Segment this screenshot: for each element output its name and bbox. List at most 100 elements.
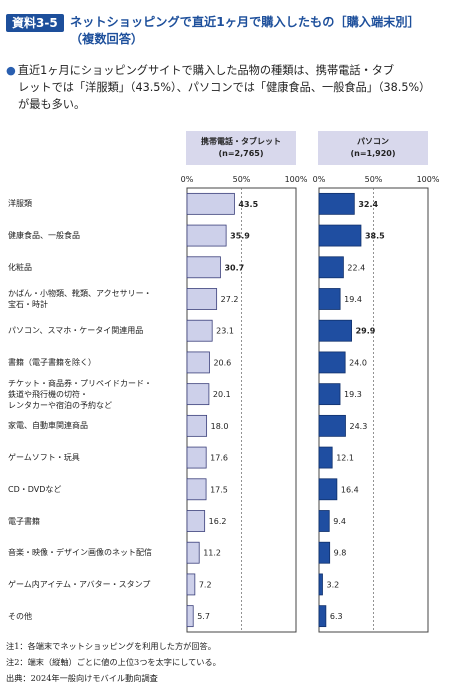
x-tick-label: 0% bbox=[313, 175, 326, 184]
bar bbox=[186, 446, 207, 469]
category-label-line: 音楽・映像・デザイン画像のネット配信 bbox=[8, 548, 152, 558]
category-label-line: その他 bbox=[8, 611, 32, 621]
category-label-line: CD・DVDなど bbox=[8, 484, 62, 494]
data-label: 43.5 bbox=[238, 200, 258, 209]
bar bbox=[186, 510, 206, 532]
category-label-line: 化粧品 bbox=[8, 262, 32, 272]
data-label: 20.1 bbox=[213, 390, 231, 399]
bar bbox=[186, 224, 227, 247]
bar bbox=[318, 446, 333, 469]
category-label-line: ゲームソフト・玩具 bbox=[8, 453, 80, 463]
category-label-line: チケット・商品券・プリペイドカード・ bbox=[8, 378, 152, 388]
bar bbox=[318, 478, 338, 501]
bar bbox=[186, 383, 210, 406]
data-label: 23.1 bbox=[216, 327, 234, 336]
category-label: かばん・小物類、靴類、アクセサリー・ 宝石・時計 bbox=[8, 288, 188, 310]
bar bbox=[318, 573, 323, 596]
pc-series-name: パソコン bbox=[357, 137, 389, 146]
bar bbox=[186, 288, 218, 310]
data-label: 16.4 bbox=[341, 485, 359, 494]
category-label: パソコン、スマホ・ケータイ関連用品 bbox=[8, 325, 188, 336]
category-label: 家電、自動車関連商品 bbox=[8, 420, 188, 431]
category-label-line: 鉄道や飛行機の切符・ bbox=[8, 389, 88, 399]
category-label-line: パソコン、スマホ・ケータイ関連用品 bbox=[8, 326, 144, 336]
data-label: 29.9 bbox=[356, 327, 376, 336]
bullet-icon: ● bbox=[6, 64, 16, 77]
bar bbox=[186, 478, 207, 501]
mobile-series-n: (n=2,765) bbox=[218, 149, 264, 158]
category-label: 化粧品 bbox=[8, 262, 188, 273]
data-label: 3.2 bbox=[326, 580, 339, 589]
data-label: 19.4 bbox=[344, 295, 362, 304]
category-label: チケット・商品券・プリペイドカード・ 鉄道や飛行機の切符・ レンタカーや宿泊の予約な… bbox=[8, 378, 188, 411]
data-label: 7.2 bbox=[199, 580, 212, 589]
category-label-line: レンタカーや宿泊の予約など bbox=[8, 400, 112, 410]
pc-series-header: パソコン (n=1,920) bbox=[318, 131, 428, 165]
data-label: 32.4 bbox=[358, 200, 378, 209]
data-label: 11.2 bbox=[203, 549, 221, 558]
pc-series-n: (n=1,920) bbox=[350, 149, 396, 158]
chart-title-line2: （複数回答） bbox=[70, 32, 144, 46]
bar bbox=[318, 319, 352, 342]
data-label: 18.0 bbox=[211, 422, 229, 431]
data-label: 19.3 bbox=[344, 390, 362, 399]
notes: 注1：各端末でネットショッピングを利用した方が回答。 注2：端末（縦軸）ごとに値… bbox=[6, 638, 221, 686]
category-label: 洋服類 bbox=[8, 198, 188, 209]
bar bbox=[318, 510, 330, 532]
data-label: 17.5 bbox=[210, 485, 228, 494]
data-label: 22.4 bbox=[347, 263, 365, 272]
data-label: 38.5 bbox=[365, 232, 385, 241]
bar bbox=[318, 414, 346, 437]
category-label-line: かばん・小物類、靴類、アクセサリー・ bbox=[8, 289, 152, 298]
data-label: 30.7 bbox=[224, 263, 244, 272]
category-label: 電子書籍 bbox=[8, 516, 188, 527]
mobile-series-header: 携帯電話・タブレット (n=2,765) bbox=[186, 131, 296, 165]
note-2: 注2：端末（縦軸）ごとに値の上位3つを太字にしている。 bbox=[6, 657, 221, 667]
bar bbox=[318, 192, 355, 215]
x-tick-label: 100% bbox=[285, 175, 308, 184]
bar bbox=[318, 351, 346, 374]
bar bbox=[318, 224, 362, 247]
summary-line2: レットでは「洋服類」（43.5%）、パソコンでは「健康食品、一般食品」（38.5… bbox=[18, 81, 431, 94]
mobile-series-name: 携帯電話・タブレット bbox=[201, 137, 281, 146]
data-label: 5.7 bbox=[197, 612, 210, 621]
summary-line1-text: 直近1ヶ月にショッピングサイトで購入した品物の種類は、携帯電話・タブ bbox=[17, 64, 395, 77]
category-label: 健康食品、一般食品 bbox=[8, 230, 188, 241]
data-label: 16.2 bbox=[209, 517, 227, 526]
bar bbox=[186, 192, 235, 215]
data-label: 35.9 bbox=[230, 232, 250, 241]
summary-text: ● 直近1ヶ月にショッピングサイトで購入した品物の種類は、携帯電話・タブ レットで… bbox=[6, 62, 446, 113]
bar bbox=[318, 383, 341, 406]
data-label: 24.0 bbox=[349, 358, 367, 367]
category-label: ゲーム内アイテム・アバター・スタンプ bbox=[8, 579, 188, 590]
category-label: CD・DVDなど bbox=[8, 484, 188, 495]
bar bbox=[186, 541, 200, 564]
category-label-line: 電子書籍 bbox=[8, 516, 40, 526]
data-label: 9.8 bbox=[334, 549, 347, 558]
data-label: 24.3 bbox=[349, 422, 367, 431]
bar bbox=[186, 319, 213, 342]
category-label-line: 家電、自動車関連商品 bbox=[8, 421, 88, 431]
summary-line1: ● 直近1ヶ月にショッピングサイトで購入した品物の種類は、携帯電話・タブ bbox=[6, 62, 446, 79]
bar bbox=[318, 605, 327, 628]
x-tick-label: 100% bbox=[417, 175, 440, 184]
data-label: 9.4 bbox=[333, 517, 346, 526]
category-label: 音楽・映像・デザイン画像のネット配信 bbox=[8, 547, 188, 558]
summary-line3: が最も多い。 bbox=[18, 98, 86, 111]
chart-title-line1: ネットショッピングで直近1ヶ月で購入したもの［購入端末別］ bbox=[70, 15, 420, 29]
category-label: 書籍（電子書籍を除く） bbox=[8, 357, 188, 368]
category-label-line: 書籍（電子書籍を除く） bbox=[8, 357, 96, 367]
bar bbox=[318, 256, 344, 279]
x-tick-label: 50% bbox=[233, 175, 251, 184]
data-label: 12.1 bbox=[336, 454, 354, 463]
category-label: ゲームソフト・玩具 bbox=[8, 452, 188, 463]
category-label-line: ゲーム内アイテム・アバター・スタンプ bbox=[8, 579, 151, 589]
bar bbox=[318, 288, 341, 310]
x-tick-label: 50% bbox=[365, 175, 383, 184]
data-label: 17.6 bbox=[210, 454, 228, 463]
data-label: 20.6 bbox=[213, 358, 231, 367]
bar bbox=[186, 573, 196, 596]
bar bbox=[186, 414, 208, 437]
category-label: その他 bbox=[8, 611, 188, 622]
